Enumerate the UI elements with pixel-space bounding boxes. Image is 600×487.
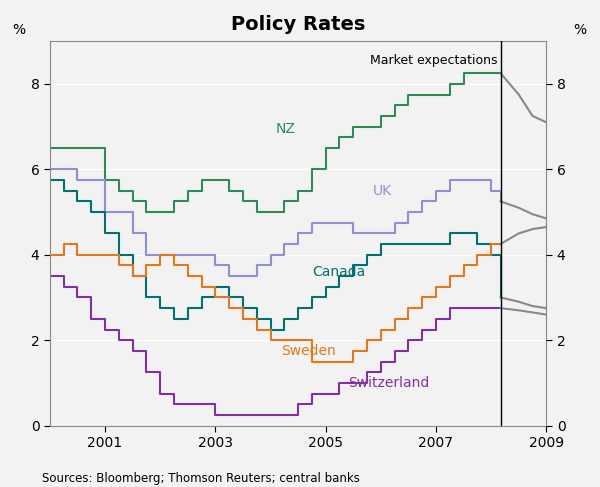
Text: %: % [13,23,26,37]
Text: Canada: Canada [312,265,365,279]
Text: Switzerland: Switzerland [348,376,429,390]
Text: NZ: NZ [276,122,296,136]
Text: Sources: Bloomberg; Thomson Reuters; central banks: Sources: Bloomberg; Thomson Reuters; cen… [42,471,360,485]
Title: Policy Rates: Policy Rates [231,15,365,34]
Text: UK: UK [373,184,392,198]
Text: Sweden: Sweden [281,344,336,358]
Text: Market expectations: Market expectations [370,54,498,67]
Text: %: % [574,23,587,37]
